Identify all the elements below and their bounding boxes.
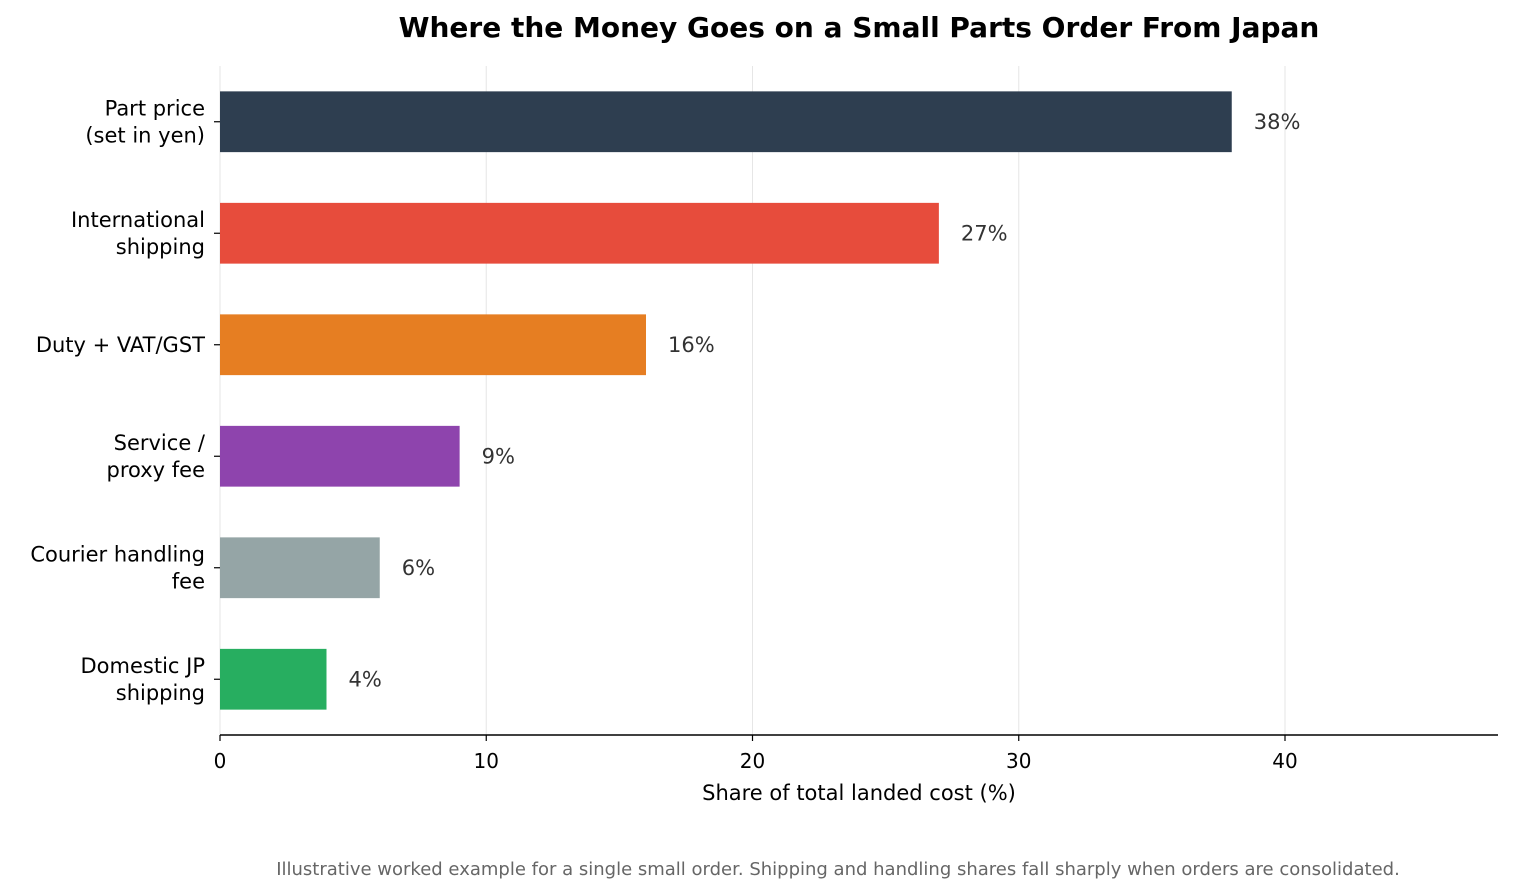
x-tick-label: 30 <box>1006 749 1031 773</box>
category-label: Domestic JP <box>81 654 205 678</box>
x-tick-label: 20 <box>740 749 765 773</box>
category-label: Duty + VAT/GST <box>36 333 205 357</box>
category-label: fee <box>172 569 205 593</box>
x-axis-label: Share of total landed cost (%) <box>702 781 1016 805</box>
bar-value-label: 16% <box>668 333 715 357</box>
x-tick-label: 0 <box>214 749 227 773</box>
bar <box>220 425 460 487</box>
bar <box>220 537 380 599</box>
bar-value-label: 6% <box>402 556 435 580</box>
bar <box>220 314 646 376</box>
bar <box>220 648 327 710</box>
bar-value-label: 27% <box>961 221 1008 245</box>
gridlines <box>219 66 1286 735</box>
category-label: Service / <box>114 431 206 455</box>
bar-value-label: 38% <box>1254 110 1301 134</box>
footnote: Illustrative worked example for a single… <box>276 859 1400 880</box>
category-label: Courier handling <box>30 542 205 566</box>
bar <box>220 202 939 264</box>
bar-value-label: 9% <box>482 444 515 468</box>
bar-value-label: 4% <box>349 667 382 691</box>
category-label: shipping <box>116 235 205 259</box>
bar <box>220 91 1232 153</box>
x-axis: 0 10 20 30 40 <box>214 734 1498 773</box>
bars: 38% 27% 16% 9% 6% 4% <box>220 91 1301 710</box>
category-label: shipping <box>116 681 205 705</box>
category-label: International <box>71 208 205 232</box>
category-label: (set in yen) <box>85 123 205 147</box>
x-tick-label: 10 <box>474 749 499 773</box>
category-label: proxy fee <box>107 458 205 482</box>
y-axis: Part price (set in yen) International shipp… <box>30 96 220 705</box>
category-label: Part price <box>105 96 205 120</box>
chart-title: Where the Money Goes on a Small Parts Or… <box>399 11 1320 44</box>
x-tick-label: 40 <box>1272 749 1297 773</box>
